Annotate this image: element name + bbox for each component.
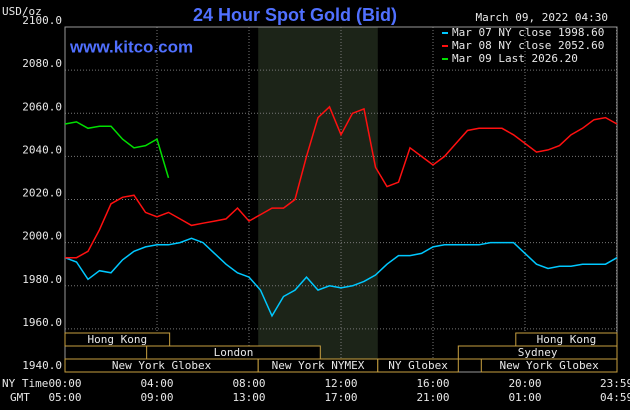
session-label: Hong Kong — [88, 333, 148, 346]
x2-tick-label: 17:00 — [324, 391, 357, 404]
y-tick-label: 2060.0 — [22, 100, 62, 113]
session-label: NY Globex — [388, 359, 448, 372]
y-tick-label: 2080.0 — [22, 57, 62, 70]
x2-tick-label: 01:00 — [508, 391, 541, 404]
x-tick-label: 08:00 — [232, 377, 265, 390]
session-label: New York Globex — [112, 359, 212, 372]
series-line — [64, 237, 618, 318]
session-label: Hong Kong — [537, 333, 597, 346]
x-tick-label: 04:00 — [140, 377, 173, 390]
unit-label: USD/oz — [2, 5, 42, 18]
x-tick-label: 16:00 — [416, 377, 449, 390]
session-label: Sydney — [518, 346, 558, 359]
series-line — [65, 105, 618, 259]
chart-title: 24 Hour Spot Gold (Bid) — [193, 5, 397, 25]
site-label: www.kitco.com — [69, 37, 193, 56]
y-tick-label: 1960.0 — [22, 316, 62, 329]
x-tick-label: 20:00 — [508, 377, 541, 390]
timestamp: March 09, 2022 04:30 — [476, 11, 608, 24]
x2-tick-label: 21:00 — [416, 391, 449, 404]
legend-label: Mar 07 NY close 1998.60 — [452, 26, 604, 39]
session-label: New York NYMEX — [272, 359, 365, 372]
session-label: London — [214, 346, 254, 359]
y-tick-label: 2000.0 — [22, 230, 62, 243]
session-bar — [480, 358, 618, 373]
x-tick-label: 00:00 — [48, 377, 81, 390]
series-line — [64, 121, 170, 179]
y-tick-label: 1980.0 — [22, 273, 62, 286]
y-tick-label: 2100.0 — [22, 14, 62, 27]
x-tick-label: 23:59 — [600, 377, 630, 390]
legend-label: Mar 09 Last 2026.20 — [452, 52, 578, 65]
y-tick-label: 1940.0 — [22, 359, 62, 372]
x2-tick-label: 04:59 — [600, 391, 630, 404]
legend-label: Mar 08 NY close 2052.60 — [452, 39, 604, 52]
y-tick-label: 2020.0 — [22, 187, 62, 200]
x2-tick-label: 13:00 — [232, 391, 265, 404]
x2-row-label: GMT — [10, 391, 30, 404]
x-row-label: NY Time — [2, 377, 48, 390]
x2-tick-label: 05:00 — [48, 391, 81, 404]
x-tick-label: 12:00 — [324, 377, 357, 390]
session-label: New York Globex — [499, 359, 599, 372]
session-bar — [377, 358, 459, 373]
x2-tick-label: 09:00 — [140, 391, 173, 404]
y-tick-label: 2040.0 — [22, 143, 62, 156]
session-bar — [64, 332, 171, 347]
